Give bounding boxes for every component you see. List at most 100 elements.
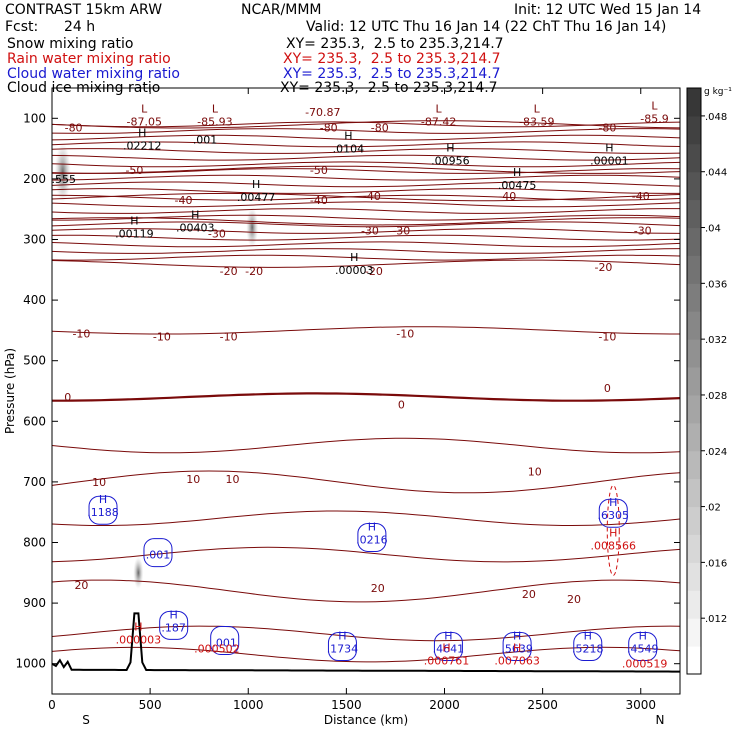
colorbar-cell [687,646,701,675]
colorbar-cell [687,311,701,340]
colorbar-cell [687,422,701,452]
x-tick-label: 3000 [625,698,656,712]
cloud-water-contour [433,632,463,662]
terrain-path [51,612,680,673]
contour-label: -10 [598,330,616,343]
extremum-value: .00119 [115,227,154,240]
contour-label: 20 [567,593,581,606]
x-end-label-right: N [656,713,665,727]
extremum-mark: H [584,630,592,643]
extremum-value: .4641 [433,643,465,656]
cloud-water-contour [502,632,532,662]
temperature-contours [51,120,681,663]
y-axis-label: Pressure (hPa) [3,348,17,434]
isotherm--30 [51,217,681,226]
isotherm-20 [51,579,681,603]
contour-label: -80 [598,121,616,134]
x-axis-label: Distance (km) [324,713,408,727]
extremum-mark: H [609,527,617,540]
colorbar-cell [687,227,701,256]
isotherm-10 [51,470,681,494]
y-tick-label: 900 [23,596,46,610]
contour-label: -80 [371,121,389,134]
contour-label: 10 [92,476,106,489]
upper-level-contour [51,154,681,161]
fcst-label: Fcst: [5,19,39,35]
contour-label: -10 [220,330,238,343]
extremum-value: .5218 [572,643,604,656]
extremum-mark: H [513,166,521,179]
field-xy-cloud-water: XY= 235.3, 2.5 to 235.3,214.7 [283,66,501,82]
rain-contour [606,484,620,576]
colorbar-tick-label: .036 [705,279,727,290]
upper-level-contour [51,234,681,241]
colorbar-tick-label: .028 [705,391,727,402]
fcst-value: 24 h [64,19,96,35]
colorbar-cell [687,478,701,508]
colorbar-frame [686,87,702,675]
extremum-value: .00003 [335,264,374,277]
colorbar-cell [687,88,701,117]
extremum-value: .0216 [356,533,388,546]
colorbar-cell [687,506,701,535]
extremum-mark: H [513,642,521,655]
y-tick-label: 100 [23,111,46,125]
colorbar-cell [687,534,701,563]
cloud-water-contour [628,632,658,662]
init-time: Init: 12 UTC Wed 15 Jan 14 [514,2,702,18]
extremum-value: -85.93 [197,115,232,128]
isotherm-0 [52,392,681,402]
extremum-value: .001 [146,549,171,562]
extremum-value: .00477 [237,191,276,204]
contour-label: -10 [396,327,414,340]
extremum-mark: L [651,99,658,112]
contour-label: -30 [392,224,410,237]
extremum-mark: L [212,102,219,115]
upper-level-contour [51,141,681,148]
contour-label: 20 [371,582,385,595]
snow-plume-2 [246,207,259,248]
valid-time: Valid: 12 UTC Thu 16 Jan 14 (22 ChT Thu … [306,19,667,35]
snow-shading [54,142,259,589]
colorbar: .012 .016 .02 .024 .028 .032 .036 .04 .044 .048 g … [686,87,732,675]
extremum-value: .001 [193,134,218,147]
chart-labels: -70.87 -80 -80 -80 -80 -50 -50 -40 -40 -40 -40 -40 -… [52,99,669,670]
upper-level-contour [51,181,681,188]
colorbar-cell [687,562,701,591]
contour-label: 10 [528,466,542,479]
upper-level-contour [51,241,681,248]
cloud-water-contour [573,632,603,662]
colorbar-unit: g kg⁻¹ [704,87,732,97]
colorbar-tick-label: .048 [705,112,727,123]
x-end-label-left: S [82,713,90,727]
field-xy-rain: XY= 235.3, 2.5 to 235.3,214.7 [283,51,501,67]
x-tick-label: 2000 [429,698,460,712]
colorbar-cell [687,367,701,396]
contour-label: -30 [634,224,652,237]
contour-label: -10 [72,327,90,340]
extremum-mark: H [138,127,146,140]
contour-label: 0 [604,382,611,395]
upper-level-contour [51,248,681,254]
contour-label: -40 [363,190,381,203]
extremum-mark: H [252,178,260,191]
lower-contour [51,546,681,563]
extremum-value: .1734 [327,643,359,656]
snow-plume-3 [133,556,144,589]
extremum-mark: H [368,520,376,533]
colorbar-cell [687,590,701,619]
cloud-water-contour [327,632,357,662]
cloud-water-contour [210,625,240,655]
upper-level-contour [51,148,681,154]
extremum-value: .1188 [87,506,119,519]
upper-level-contour [51,161,681,168]
extremum-mark: H [191,208,199,221]
model-title: CONTRAST 15km ARW [5,2,163,18]
extremum-value: .0104 [333,143,365,156]
contour-label: -20 [245,265,263,278]
contour-label: -80 [320,121,338,134]
extremum-mark: H [170,608,178,621]
cloud-water-contour [357,522,387,552]
colorbar-tick-label: .032 [705,335,727,346]
